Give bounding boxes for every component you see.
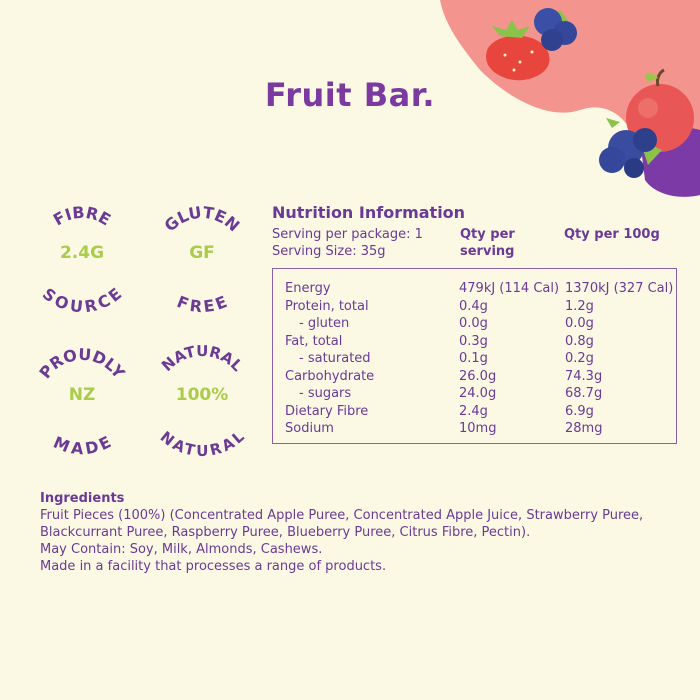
nutrition-row: - saturated 0.1g 0.2g (285, 351, 676, 369)
per-100g-value: 68.7g (565, 386, 603, 401)
per-serving-value: 10mg (459, 421, 497, 436)
per-100g-value: 28mg (565, 421, 603, 436)
nutrient-label: Dietary Fibre (285, 403, 369, 419)
nutrition-row: Sodium 10mg 28mg (285, 421, 676, 439)
svg-text:NATURAL: NATURAL (157, 427, 248, 458)
svg-text:SOURCE: SOURCE (39, 284, 125, 316)
per-serving-value: 24.0g (459, 386, 497, 401)
servings-per-package: Serving per package: 1 (272, 227, 423, 242)
nutrient-label: - sugars (299, 386, 352, 401)
nutrition-header: Serving per package: 1 Serving Size: 35g… (272, 226, 682, 262)
badge-top-text: NATURAL (158, 342, 247, 375)
nutrition-row: Dietary Fibre 2.4g 6.9g (285, 404, 676, 422)
per-serving-value: 0.3g (459, 333, 488, 349)
proudly-nz-made-badge: PROUDLY MADE NZ (22, 338, 142, 458)
natural-badge: NATURAL NATURAL 100% (142, 338, 262, 458)
badge-bottom-text: SOURCE (39, 284, 125, 316)
svg-text:FREE: FREE (174, 292, 229, 316)
svg-text:PROUDLY: PROUDLY (35, 345, 128, 383)
nutrition-row: Energy 479kJ (114 Cal) 1370kJ (327 Cal) (285, 281, 676, 299)
badge-bottom-text: FREE (174, 292, 229, 316)
nutrient-label: Carbohydrate (285, 368, 375, 384)
badge-top-text: FIBRE (50, 203, 114, 230)
nutrient-label: Protein, total (285, 298, 369, 314)
allergen-statement: May Contain: Soy, Milk, Almonds, Cashews… (40, 542, 323, 557)
badge-center-text: 2.4G (59, 243, 105, 263)
blueberries-bottom-icon (599, 118, 662, 178)
svg-text:NATURAL: NATURAL (158, 342, 247, 375)
per-serving-value: 26.0g (459, 368, 497, 384)
strawberry-icon (486, 20, 550, 81)
ingredients-heading: Ingredients (40, 491, 125, 506)
badge-center-text: 100% (175, 385, 229, 405)
per-serving-value: 0.1g (459, 351, 488, 366)
serving-info: Serving per package: 1 Serving Size: 35g (272, 226, 457, 260)
svg-text:MADE: MADE (51, 432, 114, 458)
facility-statement: Made in a facility that processes a rang… (40, 559, 387, 574)
per-100g-value: 0.0g (565, 316, 594, 331)
badge-top-text: GLUTEN (161, 203, 244, 236)
nutrient-label: Fat, total (285, 333, 343, 349)
column-header-100g: Qty per 100g (564, 227, 660, 242)
per-100g-value: 1370kJ (327 Cal) (565, 281, 674, 296)
nutrition-row: Fat, total 0.3g 0.8g (285, 334, 676, 352)
fibre-source-badge: FIBRE SOURCE 2.4G (22, 196, 142, 316)
badge-bottom-text: MADE (51, 432, 114, 458)
nutrition-row: - sugars 24.0g 68.7g (285, 386, 676, 404)
svg-text:FIBRE: FIBRE (50, 203, 114, 230)
ingredients-section: Ingredients Fruit Pieces (100%) (Concent… (40, 490, 660, 575)
badge-center-text: NZ (68, 385, 96, 405)
nutrition-panel: Nutrition Information Serving per packag… (272, 203, 682, 444)
per-serving-value: 0.4g (459, 298, 488, 314)
column-header-serving: Qty per serving (460, 227, 515, 259)
svg-text:GLUTEN: GLUTEN (161, 203, 244, 236)
nutrition-heading: Nutrition Information (272, 203, 466, 222)
nutrient-label: - saturated (299, 351, 371, 366)
nutrient-label: Energy (285, 281, 331, 296)
ingredients-list: Fruit Pieces (100%) (Concentrated Apple … (40, 508, 644, 540)
nutrition-row: Carbohydrate 26.0g 74.3g (285, 369, 676, 387)
serving-size: Serving Size: 35g (272, 244, 386, 259)
badge-top-text: PROUDLY (35, 345, 128, 383)
badge-center-text: GF (189, 243, 215, 263)
page-title: Fruit Bar. (264, 76, 436, 114)
nutrition-row: Protein, total 0.4g 1.2g (285, 299, 676, 317)
per-100g-value: 0.2g (565, 351, 594, 366)
per-100g-value: 1.2g (565, 298, 594, 314)
nutrient-label: - gluten (299, 316, 350, 331)
per-100g-value: 74.3g (565, 368, 603, 384)
nutrition-row: - gluten 0.0g 0.0g (285, 316, 676, 334)
per-100g-value: 0.8g (565, 333, 594, 349)
nutrition-table: Energy 479kJ (114 Cal) 1370kJ (327 Cal) Pro… (272, 268, 677, 444)
nutrient-label: Sodium (285, 421, 334, 436)
per-serving-value: 0.0g (459, 316, 488, 331)
per-100g-value: 6.9g (565, 403, 594, 419)
per-serving-value: 479kJ (114 Cal) (459, 281, 560, 296)
per-serving-value: 2.4g (459, 403, 488, 419)
badge-bottom-text: NATURAL (157, 427, 248, 458)
gluten-free-badge: GLUTEN FREE GF (142, 196, 262, 316)
blueberries-top-icon (534, 8, 577, 51)
